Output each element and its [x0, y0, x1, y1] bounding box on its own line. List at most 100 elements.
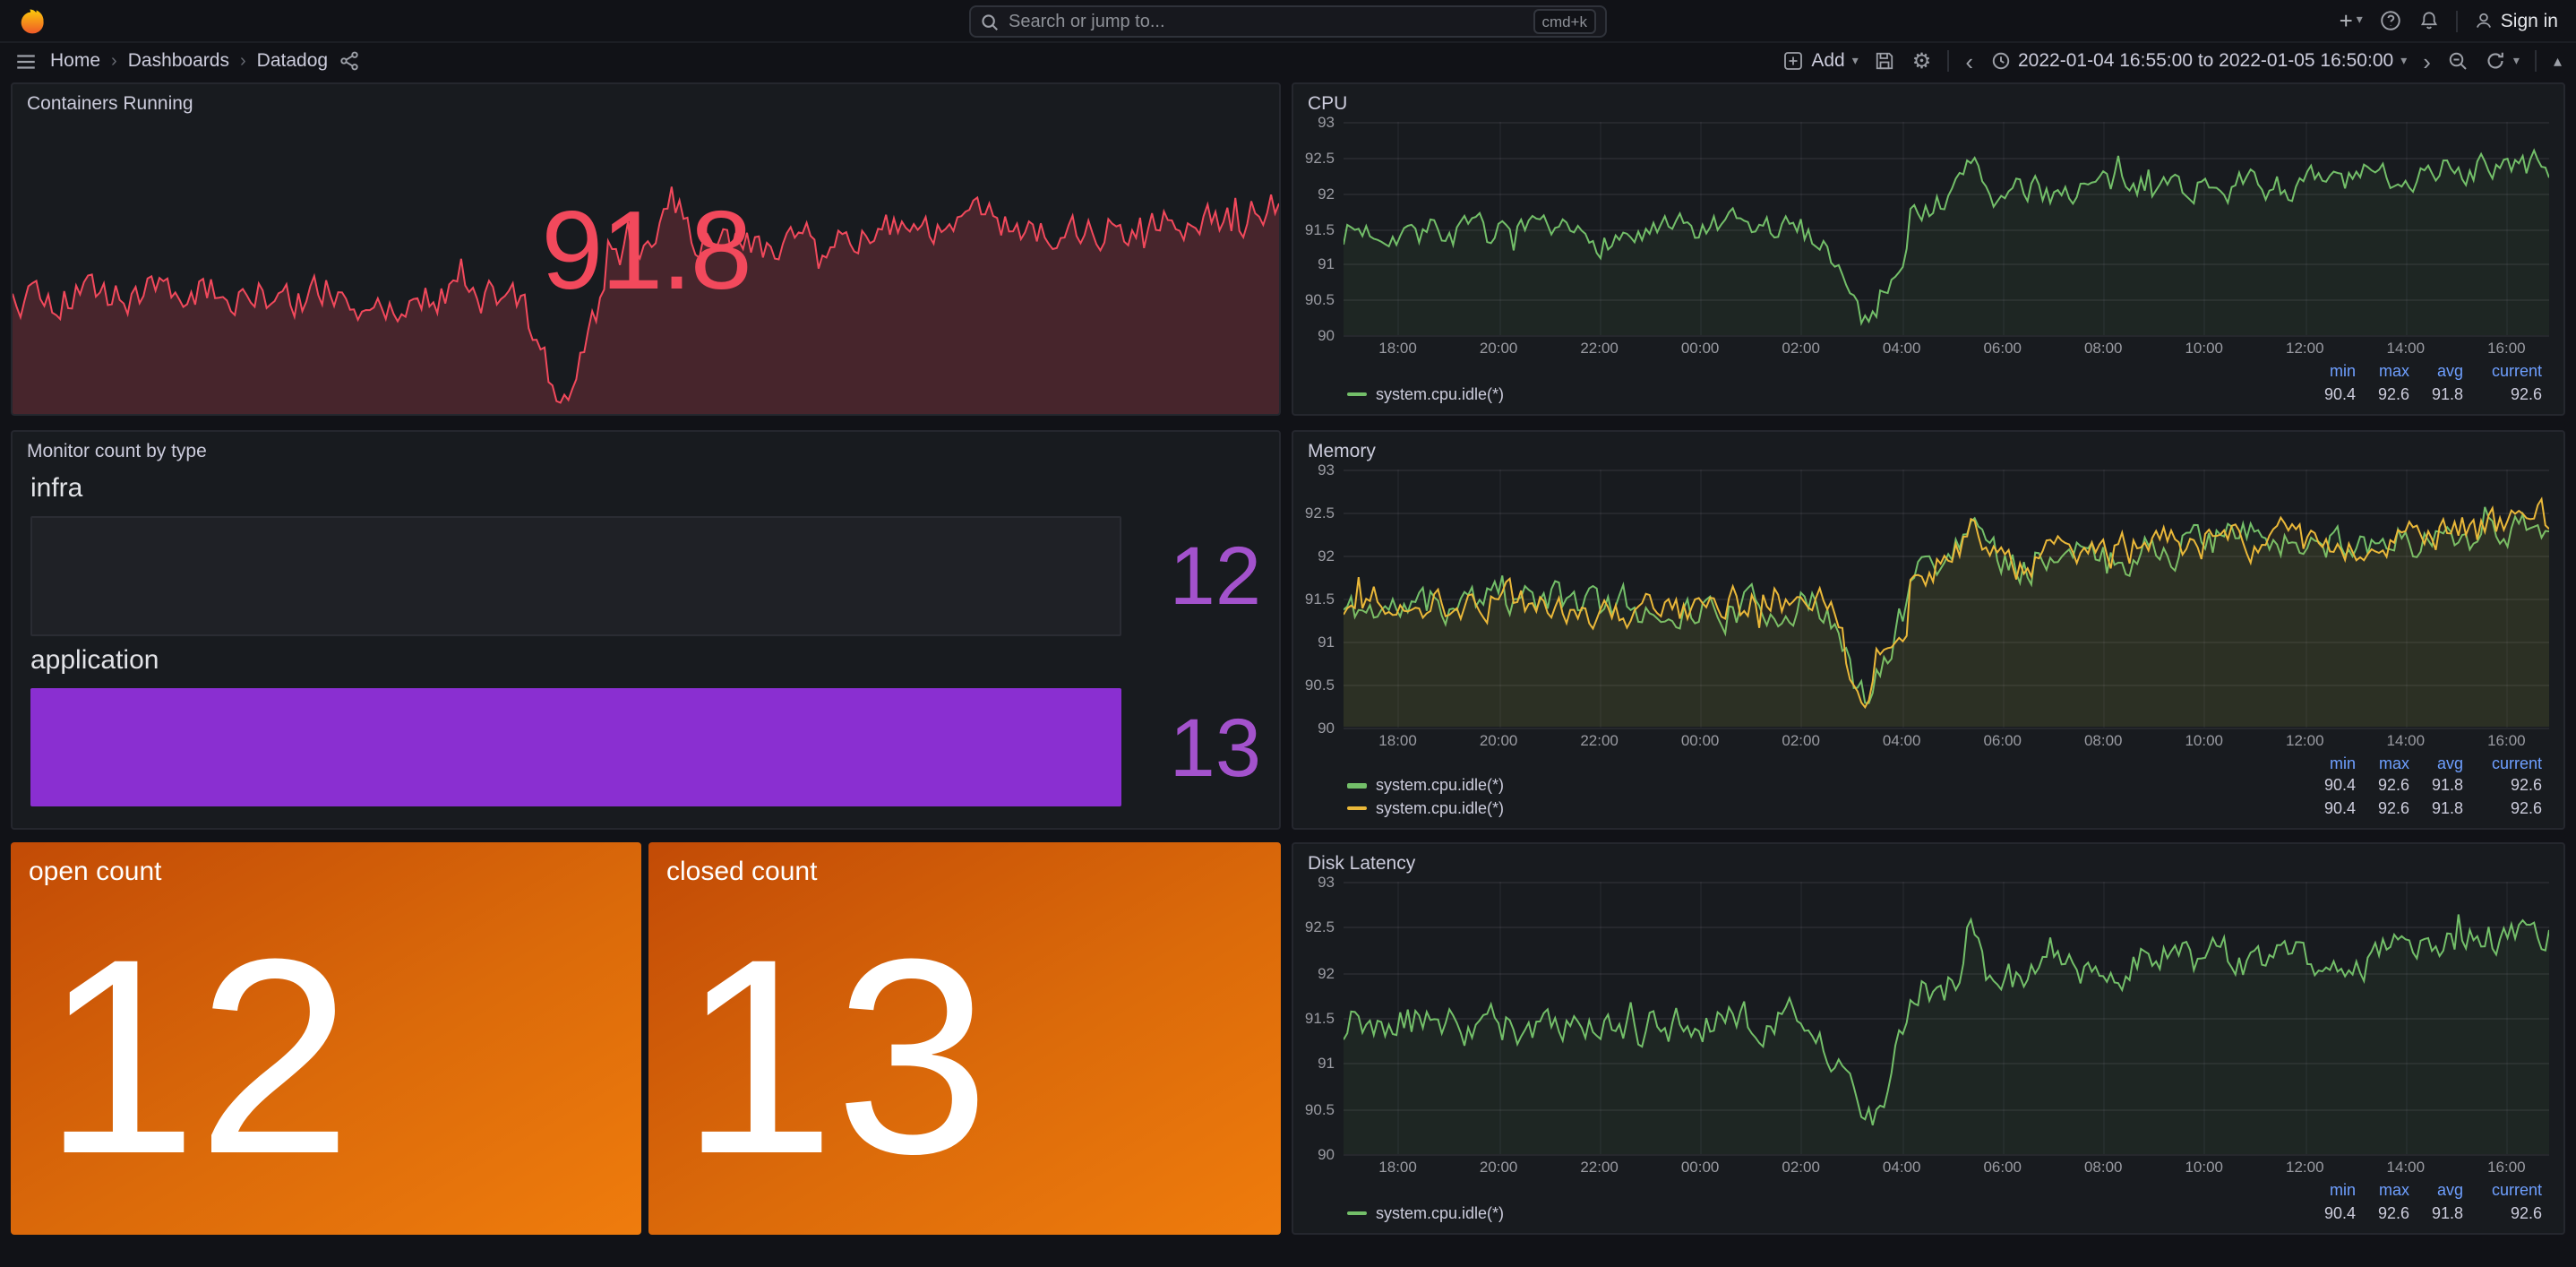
- x-axis-label: 04:00: [1882, 730, 1921, 748]
- time-range-label: 2022-01-04 16:55:00 to 2022-01-05 16:50:…: [2018, 50, 2394, 72]
- search-placeholder: Search or jump to...: [1009, 12, 1165, 31]
- y-axis-label: 92: [1318, 963, 1335, 982]
- legend-sort-current[interactable]: current: [2491, 754, 2542, 771]
- x-axis-label: 08:00: [2083, 339, 2123, 357]
- panel-title[interactable]: Memory: [1308, 441, 1376, 462]
- time-range-forward-button[interactable]: ›: [2423, 47, 2431, 74]
- gridline-h: [1344, 927, 2549, 929]
- legend-sort-avg[interactable]: avg: [2436, 362, 2463, 380]
- x-axis-label: 18:00: [1378, 730, 1417, 748]
- series-name: system.cpu.idle(*): [1376, 776, 1505, 794]
- x-axis-label: 10:00: [2185, 730, 2224, 748]
- series-color-swatch: [1347, 806, 1367, 810]
- time-range-back-button[interactable]: ‹: [1965, 47, 1973, 74]
- collapse-toolbar-icon[interactable]: ▴: [2553, 51, 2562, 69]
- legend-sort-avg[interactable]: avg: [2436, 754, 2463, 771]
- new-menu-button[interactable]: + ▾: [2339, 7, 2363, 34]
- chevron-down-icon: ▾: [1851, 55, 1859, 67]
- gridline-h: [1344, 335, 2549, 337]
- gridline-v: [1599, 470, 1601, 727]
- notifications-bell-icon[interactable]: [2418, 9, 2440, 32]
- legend-item[interactable]: system.cpu.idle(*) 90.4 92.6 91.8 92.6: [1347, 383, 2542, 405]
- gridline-v: [2002, 122, 2005, 335]
- chevron-right-icon: ›: [111, 51, 117, 71]
- gridline-v: [2405, 470, 2408, 727]
- help-icon[interactable]: [2379, 9, 2402, 32]
- search-input[interactable]: Search or jump to... cmd+k: [969, 5, 1607, 38]
- chart-plot-area[interactable]: [1344, 882, 2549, 1156]
- breadcrumb-current[interactable]: Datadog: [256, 50, 329, 72]
- series-stats: 90.4 92.6 91.8 92.6: [2323, 384, 2542, 402]
- zoom-out-icon[interactable]: [2447, 50, 2469, 72]
- gridline-h: [1344, 470, 2549, 471]
- y-axis-label: 91.5: [1304, 220, 1335, 237]
- x-axis-label: 00:00: [1680, 1158, 1720, 1176]
- y-axis-label: 92: [1318, 184, 1335, 203]
- refresh-button[interactable]: ▾: [2485, 50, 2520, 72]
- gridline-h: [1344, 1154, 2549, 1156]
- add-label: Add: [1811, 50, 1845, 72]
- legend-sort-current[interactable]: current: [2491, 1181, 2542, 1199]
- legend-item[interactable]: system.cpu.idle(*) 90.4 92.6 91.8 92.6: [1347, 774, 2542, 797]
- legend-sort-current[interactable]: current: [2491, 362, 2542, 380]
- chart-plot-area[interactable]: [1344, 122, 2549, 337]
- chevron-down-icon: ▾: [2400, 55, 2408, 67]
- gridline-h: [1344, 1063, 2549, 1065]
- series-stats: 90.4 92.6 91.8 92.6: [2323, 1203, 2542, 1221]
- dashboard-settings-icon[interactable]: ⚙: [1911, 48, 1932, 73]
- x-axis-label: 22:00: [1580, 730, 1619, 748]
- sign-in-button[interactable]: Sign in: [2474, 10, 2558, 31]
- cpu-chart: 93 92.5 92 91.5 91 90.5 90 18:00 20:00 22:00 00:00…: [1293, 113, 2563, 414]
- gridline-h: [1344, 972, 2549, 975]
- gridline-h: [1344, 263, 2549, 266]
- legend-sort-max[interactable]: max: [2378, 754, 2409, 771]
- gridline-v: [2506, 122, 2509, 335]
- grafana-logo-icon[interactable]: [18, 6, 47, 35]
- dashboard-grid: Containers Running 91.8 CPU 93 92.5 92 91.5…: [0, 79, 2576, 1267]
- panel-monitor-count: Monitor count by type infra 12 applicati…: [11, 430, 1281, 830]
- save-dashboard-icon[interactable]: [1875, 50, 1896, 72]
- panel-title[interactable]: Disk Latency: [1308, 853, 1416, 875]
- legend-sort-min[interactable]: min: [2329, 1181, 2356, 1199]
- y-axis-label: 91: [1318, 254, 1335, 273]
- gridline-v: [1700, 470, 1703, 727]
- chart-plot-area[interactable]: [1344, 470, 2549, 728]
- legend-header: min max avg current: [1347, 752, 2542, 774]
- y-axis-label: 93: [1318, 873, 1335, 891]
- legend-sort-max[interactable]: max: [2378, 362, 2409, 380]
- legend-header: min max avg current: [1347, 1179, 2542, 1202]
- legend-item[interactable]: system.cpu.idle(*) 90.4 92.6 91.8 92.6: [1347, 797, 2542, 819]
- breadcrumb-dashboards[interactable]: Dashboards: [127, 50, 229, 72]
- x-axis-label: 22:00: [1580, 339, 1619, 357]
- stat-value-closed-count: 13: [681, 901, 990, 1212]
- breadcrumb-home[interactable]: Home: [50, 50, 101, 72]
- panel-title[interactable]: Containers Running: [27, 93, 193, 115]
- stat-value-open-count: 12: [43, 901, 352, 1212]
- gridline-h: [1344, 727, 2549, 728]
- x-axis-label: 02:00: [1782, 1158, 1820, 1176]
- legend-sort-min[interactable]: min: [2329, 754, 2356, 771]
- legend-item[interactable]: system.cpu.idle(*) 90.4 92.6 91.8 92.6: [1347, 1202, 2542, 1224]
- panel-title[interactable]: open count: [29, 857, 162, 887]
- y-axis-label: 93: [1318, 461, 1335, 478]
- x-axis-label: 20:00: [1479, 339, 1518, 357]
- time-range-picker[interactable]: 2022-01-04 16:55:00 to 2022-01-05 16:50:…: [1989, 50, 2407, 72]
- y-axis-label: 91.5: [1304, 1009, 1335, 1027]
- x-axis-label: 04:00: [1882, 1158, 1921, 1176]
- legend-sort-min[interactable]: min: [2329, 362, 2356, 380]
- x-axis-label: 02:00: [1782, 730, 1820, 748]
- panel-title[interactable]: Monitor count by type: [27, 441, 207, 462]
- y-axis-label: 92.5: [1304, 503, 1335, 521]
- gridline-h: [1344, 882, 2549, 883]
- share-icon[interactable]: [339, 50, 360, 72]
- legend-sort-avg[interactable]: avg: [2436, 1181, 2463, 1199]
- containers-running-chart[interactable]: 91.8: [13, 116, 1279, 414]
- panel-title[interactable]: closed count: [666, 857, 818, 887]
- y-axis-label: 93: [1318, 113, 1335, 131]
- add-panel-button[interactable]: Add ▾: [1782, 50, 1859, 72]
- gridline-h: [1344, 1018, 2549, 1020]
- menu-toggle-icon[interactable]: [14, 49, 38, 73]
- panel-title[interactable]: CPU: [1308, 93, 1348, 115]
- timeseries-svg: [1344, 882, 2549, 1154]
- legend-sort-max[interactable]: max: [2378, 1181, 2409, 1199]
